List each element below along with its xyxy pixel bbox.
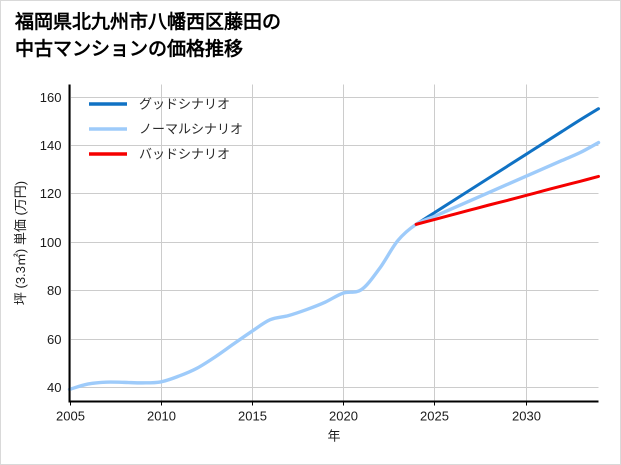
legend-label: ノーマルシナリオ [139,122,243,137]
page-title: 福岡県北九州市八幡西区藤田の 中古マンションの価格推移 [15,12,282,60]
y-axis-tick-label: 40 [47,380,61,395]
legend-label: バッドシナリオ [139,147,230,162]
y-axis-tick-label: 100 [40,235,62,250]
x-axis-tick-label: 2025 [420,409,449,424]
x-axis-tick-label: 2020 [329,409,358,424]
y-axis-tick-label: 140 [40,138,62,153]
x-axis-tick-label: 2010 [147,409,176,424]
y-axis-tick-label: 80 [47,283,61,298]
x-axis-tick-label: 2005 [56,409,85,424]
x-axis-title: 年 [327,429,340,444]
data-series-group [67,107,601,392]
x-axis-tick-labels: 2005 2010 2015 2020 2025 2030 [56,409,541,424]
axis-spines [68,84,599,403]
series-line [414,174,600,226]
x-axis-tick-label: 2015 [238,409,267,424]
x-axis-tick-label: 2030 [512,409,541,424]
y-axis-tick-label: 160 [40,90,62,105]
y-axis-title: 坪 (3.3㎡) 単価 (万円) [13,181,28,305]
y-axis-tick-label: 60 [47,332,61,347]
series-line [67,140,601,392]
series-line [414,107,600,226]
legend-label: グッドシナリオ [139,97,230,112]
y-axis-tick-label: 120 [40,186,62,201]
gridlines-group [69,84,599,402]
y-axis-tick-labels: 40 60 80 100 120 140 160 [40,90,62,395]
